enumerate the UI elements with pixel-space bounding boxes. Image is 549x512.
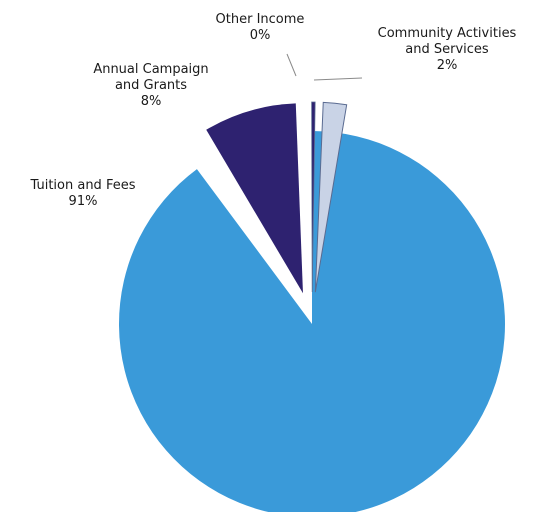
label-annual-campaign-name-2: and Grants: [114, 78, 188, 93]
label-community-activities-pct: 2%: [436, 58, 458, 73]
label-tuition-and-fees-pct: 91%: [68, 194, 98, 209]
leader-line-community-activities: [313, 77, 363, 81]
label-community-activities-name-2: and Services: [405, 42, 489, 57]
leader-line-other-income: [286, 53, 297, 77]
slice-other-income: [311, 101, 316, 293]
label-other-income: Other Income 0%: [210, 12, 310, 44]
slice-community-activities-and-services: [314, 101, 348, 293]
slice-annual-campaign-and-grants: [206, 103, 303, 294]
label-annual-campaign-name-1: Annual Campaign: [93, 62, 209, 77]
slice-tuition-and-fees: [119, 131, 505, 512]
label-other-income-name: Other Income: [215, 12, 305, 27]
label-community-activities: Community Activities and Services 2%: [352, 26, 542, 74]
label-community-activities-name-1: Community Activities: [377, 26, 517, 41]
label-tuition-and-fees-name: Tuition and Fees: [30, 178, 136, 193]
label-annual-campaign: Annual Campaign and Grants 8%: [66, 62, 236, 110]
label-tuition-and-fees: Tuition and Fees 91%: [8, 178, 158, 210]
label-other-income-pct: 0%: [249, 28, 271, 43]
label-annual-campaign-pct: 8%: [140, 94, 162, 109]
